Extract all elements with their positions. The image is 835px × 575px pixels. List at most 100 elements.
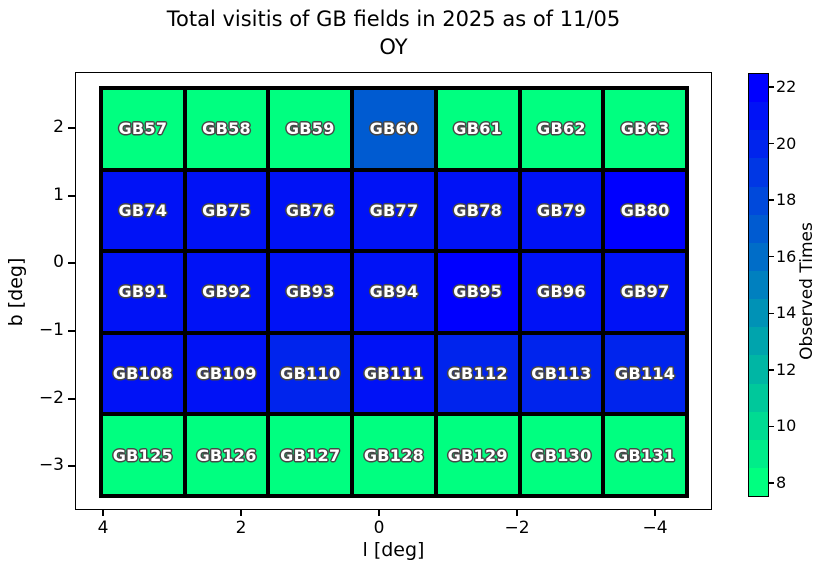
grid-cell: GB110: [270, 334, 351, 413]
grid-cell-label: GB113: [531, 364, 592, 384]
colorbar-band: [749, 214, 768, 243]
grid-cell-label: GB91: [118, 282, 168, 302]
grid-cell: GB112: [437, 334, 518, 413]
y-tick-label: 0: [53, 252, 64, 272]
colorbar-tick-label: 16: [776, 246, 797, 266]
y-tick-mark: [68, 262, 75, 264]
grid-cell: GB62: [521, 90, 602, 168]
x-tick-label: 2: [235, 518, 247, 538]
grid-cell-label: GB60: [369, 119, 419, 139]
y-axis-label: b [deg]: [5, 257, 27, 327]
grid-cell-label: GB131: [615, 445, 676, 465]
grid-cell: GB74: [103, 171, 183, 250]
colorbar-tick-mark: [769, 142, 774, 145]
colorbar-band: [749, 186, 768, 215]
grid-cell: GB75: [186, 171, 267, 250]
chart-title-line2: OY: [379, 35, 408, 59]
y-tick-label: −2: [38, 388, 64, 408]
grid-cell: GB76: [270, 171, 351, 250]
grid-cell-label: GB58: [202, 119, 251, 139]
grid-cell: GB97: [605, 253, 685, 331]
colorbar-band: [749, 130, 768, 159]
grid-cell-label: GB93: [285, 282, 335, 302]
x-tick-label: −2: [504, 518, 530, 538]
x-tick-label: 0: [373, 518, 385, 538]
grid-cell: GB91: [103, 253, 183, 331]
colorbar-tick-label: 22: [776, 77, 797, 97]
grid-cell: GB58: [186, 90, 267, 168]
x-axis-label: l [deg]: [362, 539, 425, 561]
x-tick-mark: [378, 510, 380, 516]
y-tick-label: 2: [53, 117, 64, 137]
y-tick-mark: [68, 398, 75, 400]
grid-cell-label: GB78: [453, 200, 503, 220]
colorbar-tick-mark: [769, 425, 774, 428]
grid-cell-label: GB92: [202, 282, 251, 302]
grid-cell-label: GB110: [280, 364, 341, 384]
colorbar-tick-label: 18: [776, 190, 797, 210]
grid-cell-label: GB63: [620, 119, 670, 139]
grid-cell: GB61: [437, 90, 518, 168]
grid-cell-label: GB77: [369, 200, 419, 220]
colorbar-tick-mark: [769, 482, 774, 484]
colorbar: [748, 73, 769, 497]
grid-cell: GB63: [605, 90, 685, 168]
grid-cell-label: GB76: [285, 200, 335, 220]
grid-cell-label: GB95: [453, 282, 503, 302]
grid-cell: GB96: [521, 253, 602, 331]
colorbar-tick-mark: [769, 369, 774, 371]
grid-cell-label: GB96: [537, 282, 586, 302]
grid-cell: GB114: [605, 334, 685, 413]
grid-cell: GB95: [437, 253, 518, 331]
grid-cell-label: GB74: [118, 200, 168, 220]
grid-cell: GB130: [521, 416, 602, 494]
colorbar-band: [749, 242, 768, 271]
grid-cell: GB125: [103, 416, 183, 494]
colorbar-band: [749, 383, 768, 412]
grid-cell-label: GB97: [620, 282, 670, 302]
y-tick-mark: [68, 195, 75, 197]
grid-cell: GB78: [437, 171, 518, 250]
grid-cell: GB131: [605, 416, 685, 494]
y-tick-mark: [68, 127, 75, 129]
grid-cell: GB111: [354, 334, 434, 413]
grid-cell: GB127: [270, 416, 351, 494]
grid-cell-label: GB79: [537, 200, 586, 220]
grid-cell-label: GB108: [112, 364, 173, 384]
colorbar-tick-mark: [769, 255, 774, 258]
colorbar-tick-label: 8: [776, 472, 787, 492]
chart-title: Total visitis of GB fields in 2025 as of…: [75, 5, 712, 61]
y-tick-label: −1: [38, 320, 64, 340]
grid-cell-label: GB127: [280, 445, 341, 465]
colorbar-band: [749, 327, 768, 356]
y-tick-label: 1: [53, 185, 64, 205]
grid-cell-label: GB59: [285, 119, 335, 139]
grid-cell: GB60: [354, 90, 434, 168]
colorbar-band: [749, 270, 768, 300]
colorbar-band: [749, 158, 768, 187]
grid-cell-label: GB112: [447, 364, 508, 384]
grid-cell-label: GB126: [196, 445, 257, 465]
x-tick-mark: [240, 510, 242, 516]
x-tick-mark: [516, 510, 518, 516]
colorbar-tick-label: 14: [776, 303, 797, 323]
grid-cell: GB128: [354, 416, 434, 494]
colorbar-label: Observed Times: [797, 222, 817, 360]
colorbar-band: [749, 411, 768, 440]
grid-cell: GB79: [521, 171, 602, 250]
y-tick-mark: [68, 330, 75, 332]
grid-cell-label: GB109: [196, 364, 257, 384]
colorbar-band: [749, 355, 768, 384]
grid-cell: GB77: [354, 171, 434, 250]
colorbar-tick-label: 20: [776, 133, 797, 153]
x-tick-mark: [654, 510, 656, 516]
grid-cell: GB93: [270, 253, 351, 331]
x-tick-label: −4: [642, 518, 668, 538]
grid-cell-label: GB111: [363, 364, 425, 384]
grid-cell-label: GB128: [363, 445, 425, 465]
colorbar-tick-label: 12: [776, 359, 797, 379]
grid-cell: GB109: [186, 334, 267, 413]
grid-cell: GB113: [521, 334, 602, 413]
grid-cell-label: GB80: [620, 200, 670, 220]
